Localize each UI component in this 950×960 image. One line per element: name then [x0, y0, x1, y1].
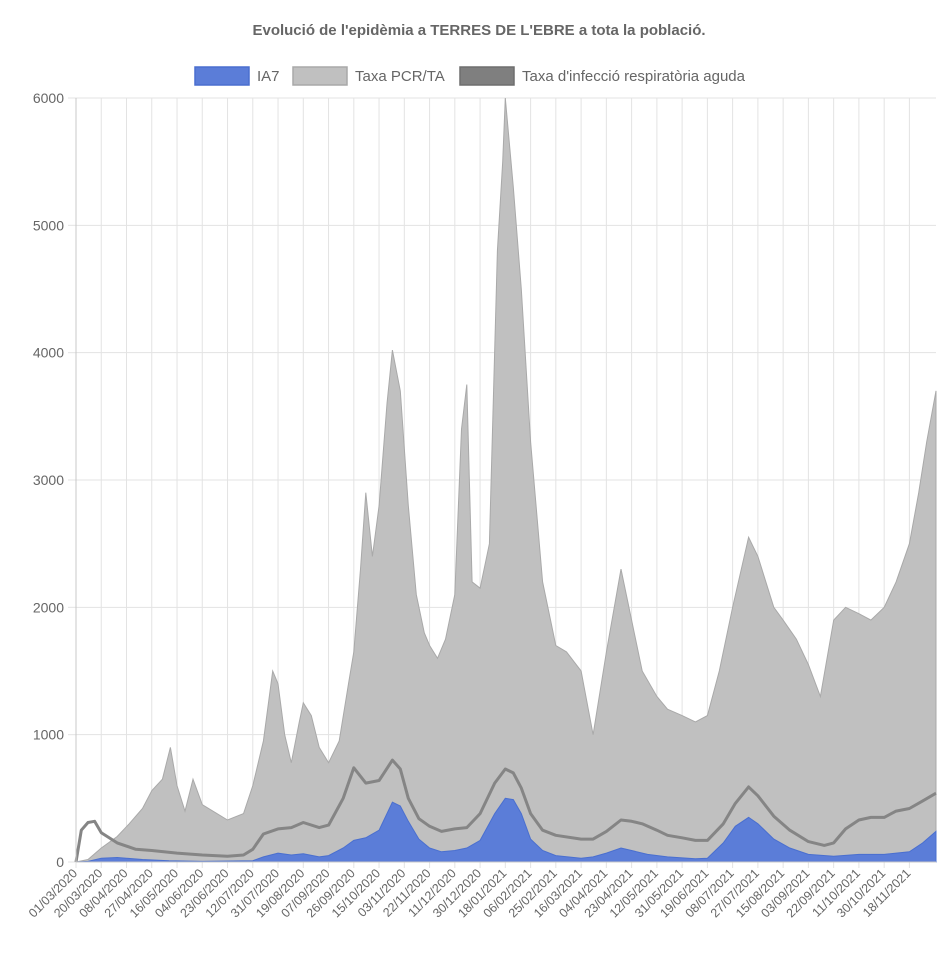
y-tick-label: 0 [56, 854, 64, 870]
y-tick-label: 2000 [33, 599, 64, 615]
legend-swatch [292, 66, 348, 86]
chart-title: Evolució de l'epidèmia a TERRES DE L'EBR… [252, 22, 706, 39]
series-area-taxa-pcr-ta [75, 97, 937, 863]
series-area-ia7 [75, 797, 937, 863]
legend-label: Taxa d'infecció respiratòria aguda [522, 68, 746, 85]
y-tick-label: 4000 [33, 345, 64, 361]
legend-item[interactable]: Taxa d'infecció respiratòria aguda [459, 66, 746, 86]
y-tick-label: 6000 [33, 90, 64, 106]
legend-label: IA7 [257, 68, 280, 85]
legend-item[interactable]: IA7 [194, 66, 280, 86]
legend-item[interactable]: Taxa PCR/TA [292, 66, 445, 86]
y-tick-label: 3000 [33, 472, 64, 488]
series-line-taxa-infeccio-respiratoria [74, 758, 937, 863]
series-areas [74, 97, 937, 863]
y-tick-label: 1000 [33, 727, 64, 743]
y-tick-label: 5000 [33, 217, 64, 233]
legend-swatch [194, 66, 250, 86]
legend-label: Taxa PCR/TA [355, 68, 445, 85]
legend-swatch [459, 66, 515, 86]
legend[interactable]: IA7 Taxa PCR/TA Taxa d'infecció respiratòr… [194, 66, 746, 86]
